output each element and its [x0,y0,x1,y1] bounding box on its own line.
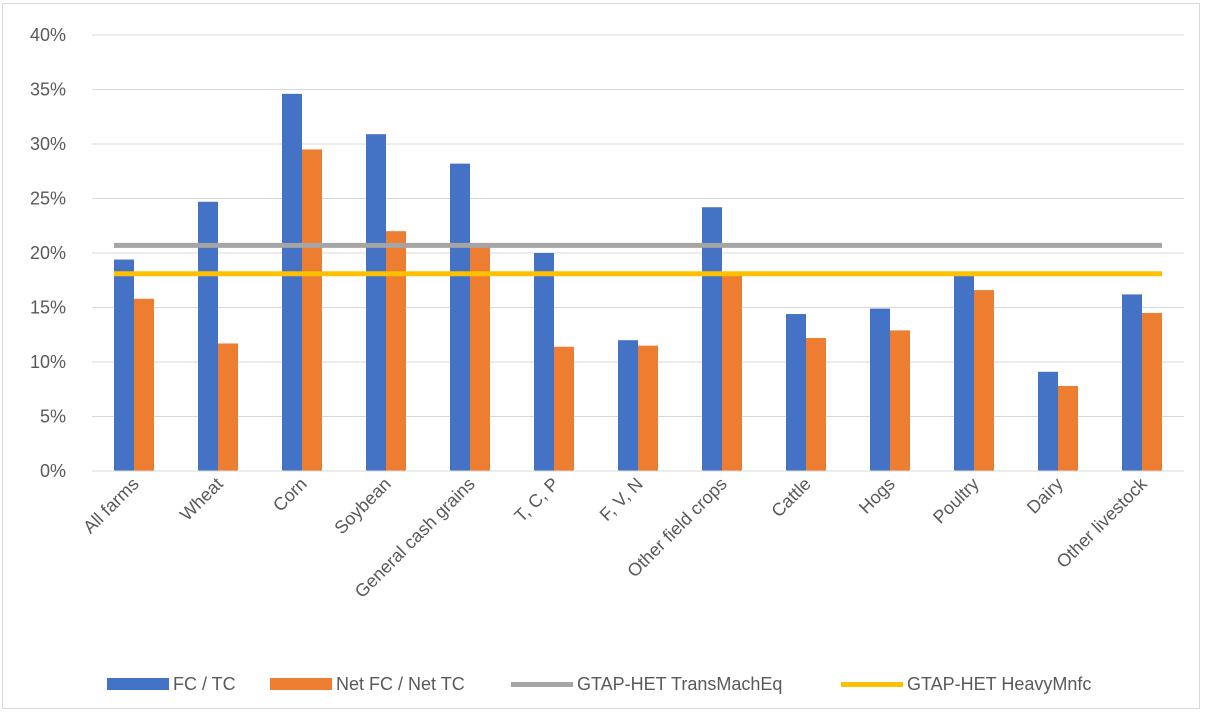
bar-fc-tc [1122,294,1142,471]
x-tick-label: All farms [79,474,143,538]
bar-fc-tc [114,259,134,471]
bar-net-fc-net-tc [302,149,322,471]
bar-fc-tc [282,93,302,472]
bar-net-fc-net-tc [386,231,406,471]
x-tick-label: F, V, N [596,474,647,525]
legend-swatch-heavymnfc [841,681,903,687]
bars [114,93,1162,472]
bar-net-fc-net-tc [974,290,994,471]
reference-lines [114,242,1162,277]
bar-fc-tc [198,201,218,471]
bar-fc-tc [366,134,386,471]
legend-label-net-fc-net-tc: Net FC / Net TC [336,673,465,694]
bar-net-fc-net-tc [554,346,574,471]
gridlines [92,34,1184,417]
bar-fc-tc [618,340,638,471]
y-tick-label: 20% [30,243,66,263]
y-tick-label: 5% [40,407,66,427]
bar-net-fc-net-tc [470,244,490,471]
bar-net-fc-net-tc [1142,312,1162,471]
legend-item-net-fc-net-tc: Net FC / Net TC [270,671,465,697]
y-tick-label: 40% [30,25,66,45]
y-tick-label: 15% [30,298,66,318]
x-tick-label: Wheat [176,474,227,525]
bar-net-fc-net-tc [638,345,658,471]
x-tick-label: Other livestock [1053,473,1152,572]
bar-fc-tc [450,163,470,471]
bar-net-fc-net-tc [1058,385,1078,471]
x-tick-label: Hogs [855,474,899,518]
x-tick-label: T, C, P [510,474,562,526]
x-tick-label: Dairy [1023,474,1067,518]
y-tick-label: 10% [30,352,66,372]
bar-net-fc-net-tc [218,343,238,471]
y-tick-label: 35% [30,80,66,100]
legend-label-transmacheq: GTAP-HET TransMachEq [577,673,783,694]
legend-item-fc-tc: FC / TC [107,671,236,697]
legend-swatch-fc-tc [107,678,169,690]
bar-fc-tc [1038,371,1058,471]
y-axis-ticks: 0% 5% 10% 15% 20% 25% 30% 35% 40% [30,25,66,481]
bar-fc-tc [954,274,974,471]
x-tick-label: Soybean [330,474,394,538]
bar-net-fc-net-tc [134,298,154,471]
x-tick-label: Poultry [929,474,983,528]
legend-swatch-transmacheq [511,681,573,687]
y-tick-label: 0% [40,461,66,481]
bar-fc-tc [870,308,890,471]
bar-fc-tc [786,314,806,471]
bar-fc-tc [534,253,554,471]
legend-item-transmacheq: GTAP-HET TransMachEq [511,671,782,697]
legend-swatch-net-fc-net-tc [270,678,332,690]
legend: FC / TC Net FC / Net TC GTAP-HET TransMa… [0,671,1205,697]
y-tick-label: 25% [30,189,66,209]
legend-label-heavymnfc: GTAP-HET HeavyMnfc [907,673,1092,694]
y-tick-label: 30% [30,134,66,154]
x-tick-label: Corn [269,474,311,516]
bar-net-fc-net-tc [890,330,910,471]
bar-net-fc-net-tc [722,272,742,471]
bar-net-fc-net-tc [806,338,826,471]
legend-item-heavymnfc: GTAP-HET HeavyMnfc [841,671,1091,697]
x-tick-label: Cattle [767,474,814,521]
legend-label-fc-tc: FC / TC [173,673,236,694]
